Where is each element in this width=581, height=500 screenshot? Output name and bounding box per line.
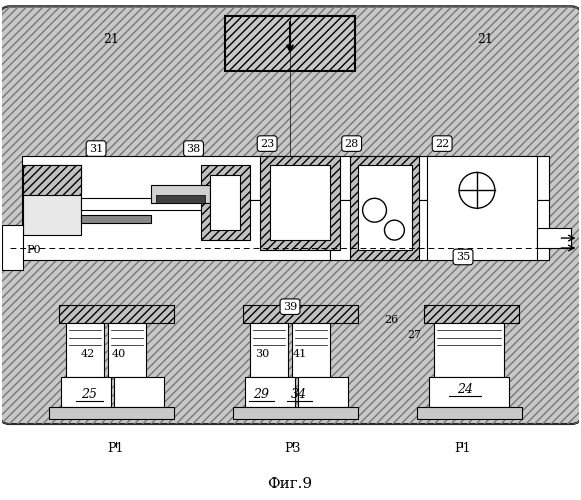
Bar — [427, 156, 537, 260]
Text: 22: 22 — [435, 138, 449, 148]
Circle shape — [459, 172, 495, 208]
Bar — [429, 378, 509, 407]
Text: 26: 26 — [384, 314, 399, 324]
Bar — [23, 166, 81, 196]
Bar — [417, 407, 522, 419]
Bar — [49, 407, 174, 419]
Text: P0: P0 — [26, 245, 41, 255]
Text: 27: 27 — [407, 330, 421, 340]
Text: 30: 30 — [255, 350, 269, 360]
Bar — [260, 156, 340, 250]
Text: 29: 29 — [253, 388, 269, 400]
Text: 35: 35 — [456, 252, 470, 262]
Bar — [434, 322, 504, 378]
Text: 24: 24 — [457, 382, 473, 396]
Bar — [21, 200, 330, 260]
Bar — [424, 304, 519, 322]
Bar — [298, 378, 347, 407]
Bar — [114, 378, 164, 407]
Bar — [292, 322, 330, 378]
Text: 31: 31 — [89, 144, 103, 154]
Bar — [250, 322, 288, 378]
Bar — [59, 304, 174, 322]
Bar — [358, 166, 413, 250]
Circle shape — [363, 198, 386, 222]
Bar — [315, 156, 548, 200]
Text: 25: 25 — [81, 388, 97, 400]
Text: 42: 42 — [81, 350, 95, 360]
Text: P3: P3 — [285, 442, 301, 455]
Text: Фиг.9: Фиг.9 — [267, 476, 313, 490]
Bar — [200, 166, 250, 240]
Text: 34: 34 — [291, 388, 307, 400]
Text: 28: 28 — [345, 138, 359, 148]
Bar — [81, 215, 151, 223]
Bar — [108, 322, 146, 378]
Circle shape — [385, 220, 404, 240]
Bar — [81, 198, 220, 210]
Bar — [537, 228, 572, 248]
Bar — [151, 186, 210, 204]
Bar — [330, 200, 548, 260]
Bar — [23, 166, 81, 235]
Bar — [2, 225, 23, 270]
Bar — [270, 166, 330, 240]
Text: P1: P1 — [107, 442, 124, 455]
Bar — [156, 196, 206, 203]
Text: 21: 21 — [477, 33, 493, 46]
Text: 40: 40 — [112, 350, 126, 360]
Bar — [21, 156, 315, 200]
Text: 23: 23 — [260, 138, 274, 148]
Bar — [350, 156, 419, 260]
Bar — [234, 407, 358, 419]
Text: 21: 21 — [103, 33, 119, 46]
Bar — [225, 16, 354, 71]
Bar — [66, 322, 104, 378]
FancyBboxPatch shape — [0, 6, 581, 424]
Bar — [245, 378, 295, 407]
Text: 39: 39 — [283, 302, 297, 312]
Text: 38: 38 — [187, 144, 200, 154]
Bar — [243, 304, 358, 322]
Text: P1: P1 — [454, 442, 470, 455]
Bar — [61, 378, 111, 407]
Bar — [210, 176, 241, 230]
Text: 41: 41 — [293, 350, 307, 360]
